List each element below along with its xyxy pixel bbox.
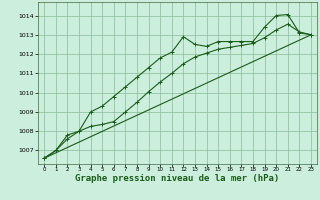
X-axis label: Graphe pression niveau de la mer (hPa): Graphe pression niveau de la mer (hPa) xyxy=(76,174,280,183)
